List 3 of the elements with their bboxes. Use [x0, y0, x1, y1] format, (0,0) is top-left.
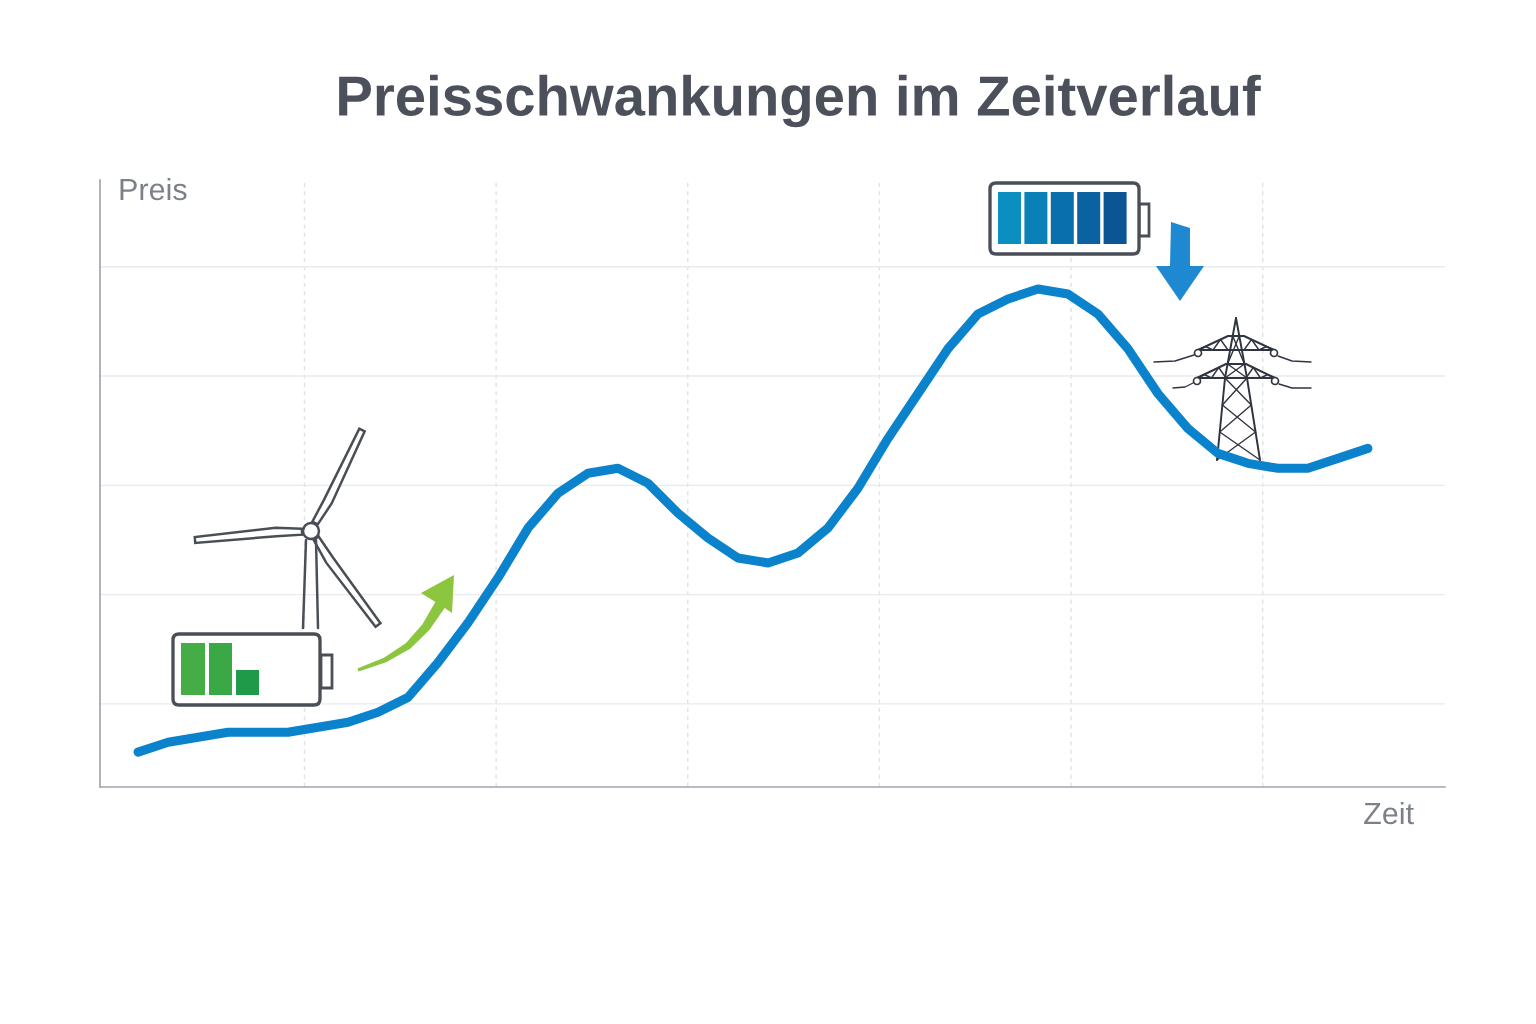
y-axis-title: Preis [120, 177, 187, 201]
chart-title: Preisschwankungen im Zeitverlauf [339, 74, 1261, 128]
x-axis-title: Zeit [1364, 801, 1414, 825]
